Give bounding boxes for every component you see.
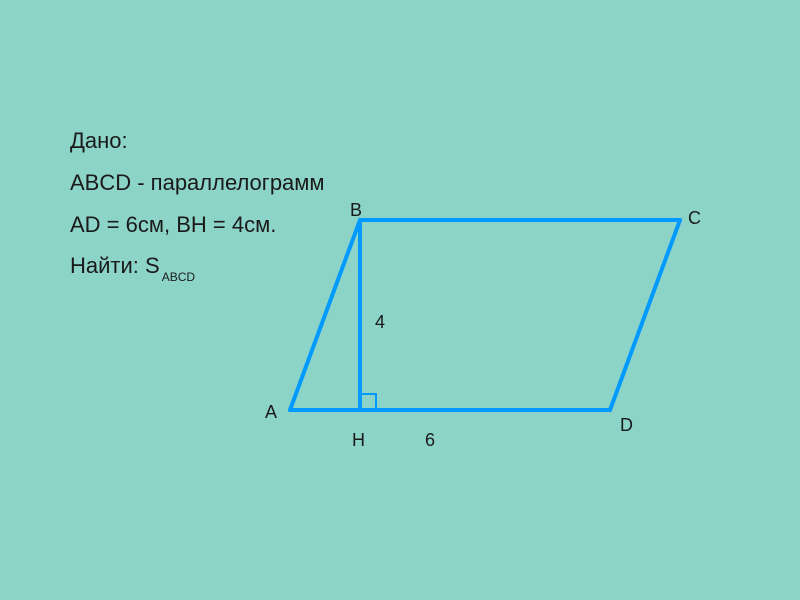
edges-group — [290, 220, 680, 410]
parallelogram-diagram: A B C D H 4 6 — [250, 190, 750, 490]
vertex-label-H: H — [352, 430, 365, 451]
vertex-label-C: C — [688, 208, 701, 229]
vertex-label-D: D — [620, 415, 633, 436]
vertex-label-B: B — [350, 200, 362, 221]
edge-label-base: 6 — [425, 430, 435, 451]
vertex-label-A: A — [265, 402, 277, 423]
right-angle-path — [360, 394, 376, 410]
edge-label-height: 4 — [375, 312, 385, 333]
find-label: Найти: S — [70, 253, 160, 278]
edge-CD — [610, 220, 680, 410]
diagram-svg — [250, 190, 750, 490]
edge-AB — [290, 220, 360, 410]
given-label: Дано: — [70, 120, 325, 162]
right-angle-marker — [360, 394, 376, 410]
find-subscript: ABCD — [162, 270, 195, 284]
